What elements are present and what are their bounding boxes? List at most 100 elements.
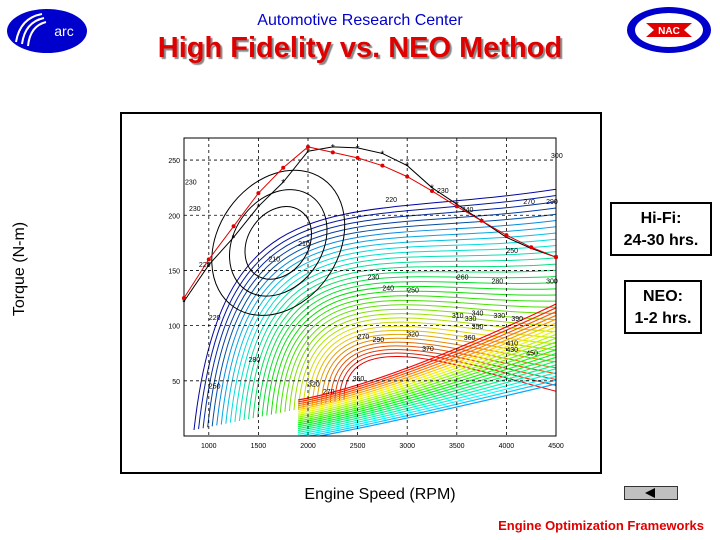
contour-label: 450 — [526, 350, 538, 357]
neo-series-point — [529, 245, 534, 250]
neo-series-point — [182, 296, 186, 301]
x-tick-label: 1500 — [251, 443, 267, 450]
contour-label: 350 — [353, 376, 365, 383]
contour-line — [297, 314, 556, 407]
contour-line — [238, 251, 556, 421]
contour-label: 230 — [185, 179, 197, 186]
contour-label: 240 — [462, 207, 474, 214]
contour-line — [193, 188, 556, 431]
neo-time-box: NEO: 1-2 hrs. — [624, 280, 702, 334]
neo-label: NEO: — [643, 288, 683, 305]
contour-line — [297, 307, 556, 403]
neo-series-point — [306, 144, 310, 149]
efficiency-island — [229, 189, 328, 297]
hifi-series-point: * — [331, 143, 335, 154]
x-tick-label: 1000 — [201, 443, 217, 450]
neo-series-point — [256, 191, 261, 196]
y-tick-label: 150 — [168, 268, 180, 275]
contour-label: 250 — [209, 384, 221, 391]
hifi-time-box: Hi-Fi: 24-30 hrs. — [610, 202, 712, 256]
back-button[interactable] — [624, 486, 678, 500]
contour-line — [297, 364, 556, 432]
contour-lines — [193, 169, 556, 436]
contour-line — [252, 269, 556, 419]
neo-series-point — [405, 174, 410, 179]
contour-line — [297, 318, 556, 409]
contour-line — [284, 304, 556, 412]
contour-line — [270, 290, 556, 415]
efficiency-map-chart: 1000 1500 2000 2500 3000 3500 4000 4500 50 100 150… — [168, 137, 564, 450]
nac-logo-text: NAC — [658, 26, 680, 37]
contour-line — [297, 356, 556, 428]
plot-area-border — [183, 137, 557, 437]
y-tick-label: 100 — [168, 324, 180, 331]
hifi-series-point: * — [504, 233, 508, 244]
contour-label: 320 — [308, 381, 320, 388]
neo-value: 1-2 hrs. — [634, 310, 692, 327]
hifi-series-point: * — [256, 202, 260, 213]
neo-series-point — [479, 218, 484, 223]
contour-line — [320, 337, 556, 405]
contour-line — [279, 299, 556, 413]
contour-label: 430 — [506, 347, 518, 354]
hifi-value: 24-30 hrs. — [623, 232, 699, 249]
x-tick-label: 4000 — [499, 443, 515, 450]
contour-line — [297, 375, 556, 436]
contour-label: 250 — [506, 248, 518, 255]
contour-line — [229, 238, 556, 423]
contour-line — [329, 345, 556, 403]
neo-series-point — [504, 233, 509, 238]
contour-line — [316, 383, 556, 436]
contour-label: 370 — [422, 346, 434, 353]
efficiency-island — [244, 206, 312, 280]
hifi-label: Hi-Fi: — [640, 210, 682, 227]
contour-line — [216, 219, 556, 426]
contour-label: 220 — [209, 315, 221, 322]
contour-label: 260 — [457, 274, 469, 281]
contour-line — [257, 275, 556, 418]
hifi-series-point: * — [405, 162, 409, 173]
contour-line — [198, 194, 556, 430]
contour-line — [298, 317, 556, 410]
contour-label: 280 — [492, 279, 504, 286]
neo-series-point — [430, 188, 434, 193]
hifi-series-point: * — [529, 244, 533, 255]
neo-series-point — [454, 204, 459, 209]
contour-label: 300 — [551, 153, 563, 160]
contour-label: 330 — [494, 313, 506, 320]
x-tick-label: 3000 — [399, 443, 415, 450]
contour-line — [297, 337, 556, 418]
contour-line — [211, 213, 556, 427]
contour-label: 320 — [407, 332, 419, 339]
neo-series-line — [183, 146, 557, 299]
hifi-series-line — [183, 146, 557, 302]
y-tick-label: 250 — [168, 158, 180, 165]
contour-label: 230 — [189, 206, 201, 213]
contour-line — [266, 285, 556, 416]
contour-label: 270 — [523, 199, 535, 206]
contour-label: 230 — [368, 274, 380, 281]
neo-series-point — [231, 224, 236, 229]
contour-label: 300 — [546, 279, 558, 286]
contour-label: 270 — [323, 389, 335, 396]
contour-line — [202, 201, 556, 429]
contour-line — [234, 244, 556, 422]
contour-line — [297, 345, 556, 422]
contour-line — [311, 329, 556, 407]
y-axis-label: Torque (N-m) — [11, 221, 28, 317]
contour-label: 360 — [464, 335, 476, 342]
x-tick-label: 2000 — [300, 443, 316, 450]
contour-line — [220, 226, 556, 425]
y-tick-label: 50 — [172, 379, 180, 386]
organization-name: Automotive Research Center — [257, 12, 463, 29]
contour-line — [302, 321, 556, 409]
contour-label: 410 — [506, 340, 518, 347]
neo-series-point — [330, 150, 335, 155]
hifi-series-point: * — [182, 297, 186, 308]
contour-line — [207, 207, 556, 428]
x-axis-label: Engine Speed (RPM) — [304, 486, 456, 503]
contour-line — [307, 325, 556, 408]
hifi-series-point: * — [306, 147, 310, 158]
contour-line — [325, 341, 556, 404]
contour-line — [275, 295, 556, 414]
